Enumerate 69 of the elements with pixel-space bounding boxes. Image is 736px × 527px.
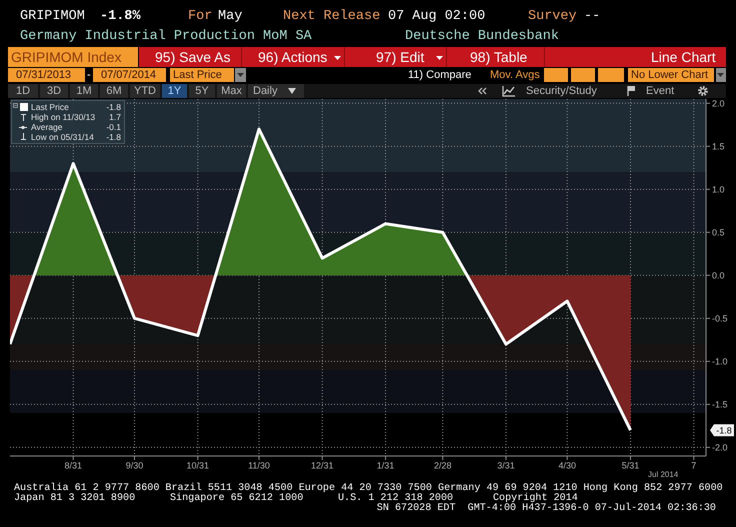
x-tick-label: 3/31 [497,460,515,470]
text: 5Y [189,85,215,97]
x-tick-label: 7 [691,460,696,470]
y-tick-label: -1.5 [712,400,728,410]
text: Line Chart [651,49,716,65]
text: No Lower Chart [631,69,708,81]
text: Security/Study [526,85,597,97]
x-tick-label: 4/30 [558,460,576,470]
text: GRIPIMOM Index [11,49,122,65]
text: -1.8% [100,9,141,24]
x-tick-label: 8/31 [64,460,82,470]
x-tick-label: 10/31 [186,460,210,470]
annotation: -1.8 [106,132,121,142]
text: YTD [130,85,160,97]
text: Mov. Avgs [490,69,540,81]
text: Australia 61 2 9777 8600 Brazil 5511 3048 4500 Europe 44 20 7330 7500 Germany 49 69 9204 1210 Hong Kong 852 2977 6000 [14,483,723,494]
text: Max [217,85,246,97]
text: Next Release [283,9,380,24]
text: 11) Compare [408,69,472,81]
x-tick-label: 9/30 [126,460,144,470]
text: 1M [70,85,98,97]
x-tick-label: 12/31 [311,460,334,470]
x-tick-label: 11/30 [248,460,270,470]
x-tick-label: 2/28 [434,460,452,470]
text: 1Y [162,85,187,97]
annotation: -1.8 [106,102,121,112]
text: Singapore 65 6212 1000 [170,493,304,504]
text: 1D [8,85,38,97]
y-tick-label: 0.0 [712,270,725,281]
y-tick-label: -0.5 [712,314,728,324]
text: Event [646,85,674,97]
annotation: -0.1 [106,122,121,132]
text: Jul 2014 [648,470,678,479]
text: Copyright 2014 [493,493,578,504]
text: -- [584,9,600,24]
text: 07 Aug 02:00 [388,9,486,24]
text: Survey [528,9,577,24]
text: 6M [100,85,128,97]
text: - [87,69,91,81]
annotation: High on 11/30/13 [31,112,96,122]
text: SN 672028 EDT GMT-4:00 H437-1396-0 07-Jul-2014 02:36:30 [376,503,716,514]
chart-title: Germany Industrial Production MoM SA [20,29,312,44]
text: U.S. 1 212 318 2000 [338,493,454,504]
text: 07/07/2014 [101,69,156,81]
y-tick-label: -2.0 [712,442,728,453]
chart-subtitle: Deutsche Bundesbank [405,29,559,44]
x-tick-label: 5/31 [622,460,640,470]
text: 07/31/2013 [16,69,72,81]
y-tick-label: 0.5 [712,228,725,238]
y-tick-label: 1.5 [712,142,725,152]
text: Daily [253,85,278,97]
text: GRIPIMOM [20,9,85,24]
text: 96) Actions [258,49,328,65]
text: Japan 81 3 3201 8900 [14,493,136,504]
y-tick-label: 2.0 [712,98,725,108]
annotation: Low on 05/31/14 [31,132,94,142]
text: Last Price [173,69,222,81]
text: 97) Edit [376,49,424,65]
text: For [188,9,212,24]
y-tick-label: -1.0 [712,356,728,367]
annotation: 1.7 [109,112,121,122]
y-tick-label: 1.0 [712,184,725,195]
x-tick-label: 1/31 [376,460,394,470]
annotation: Average [31,122,63,132]
text: 95) Save As [155,49,230,65]
text: 98) Table [470,49,528,65]
text: 3D [40,85,68,97]
text: -1.8 [716,426,732,436]
text: May [218,9,242,24]
